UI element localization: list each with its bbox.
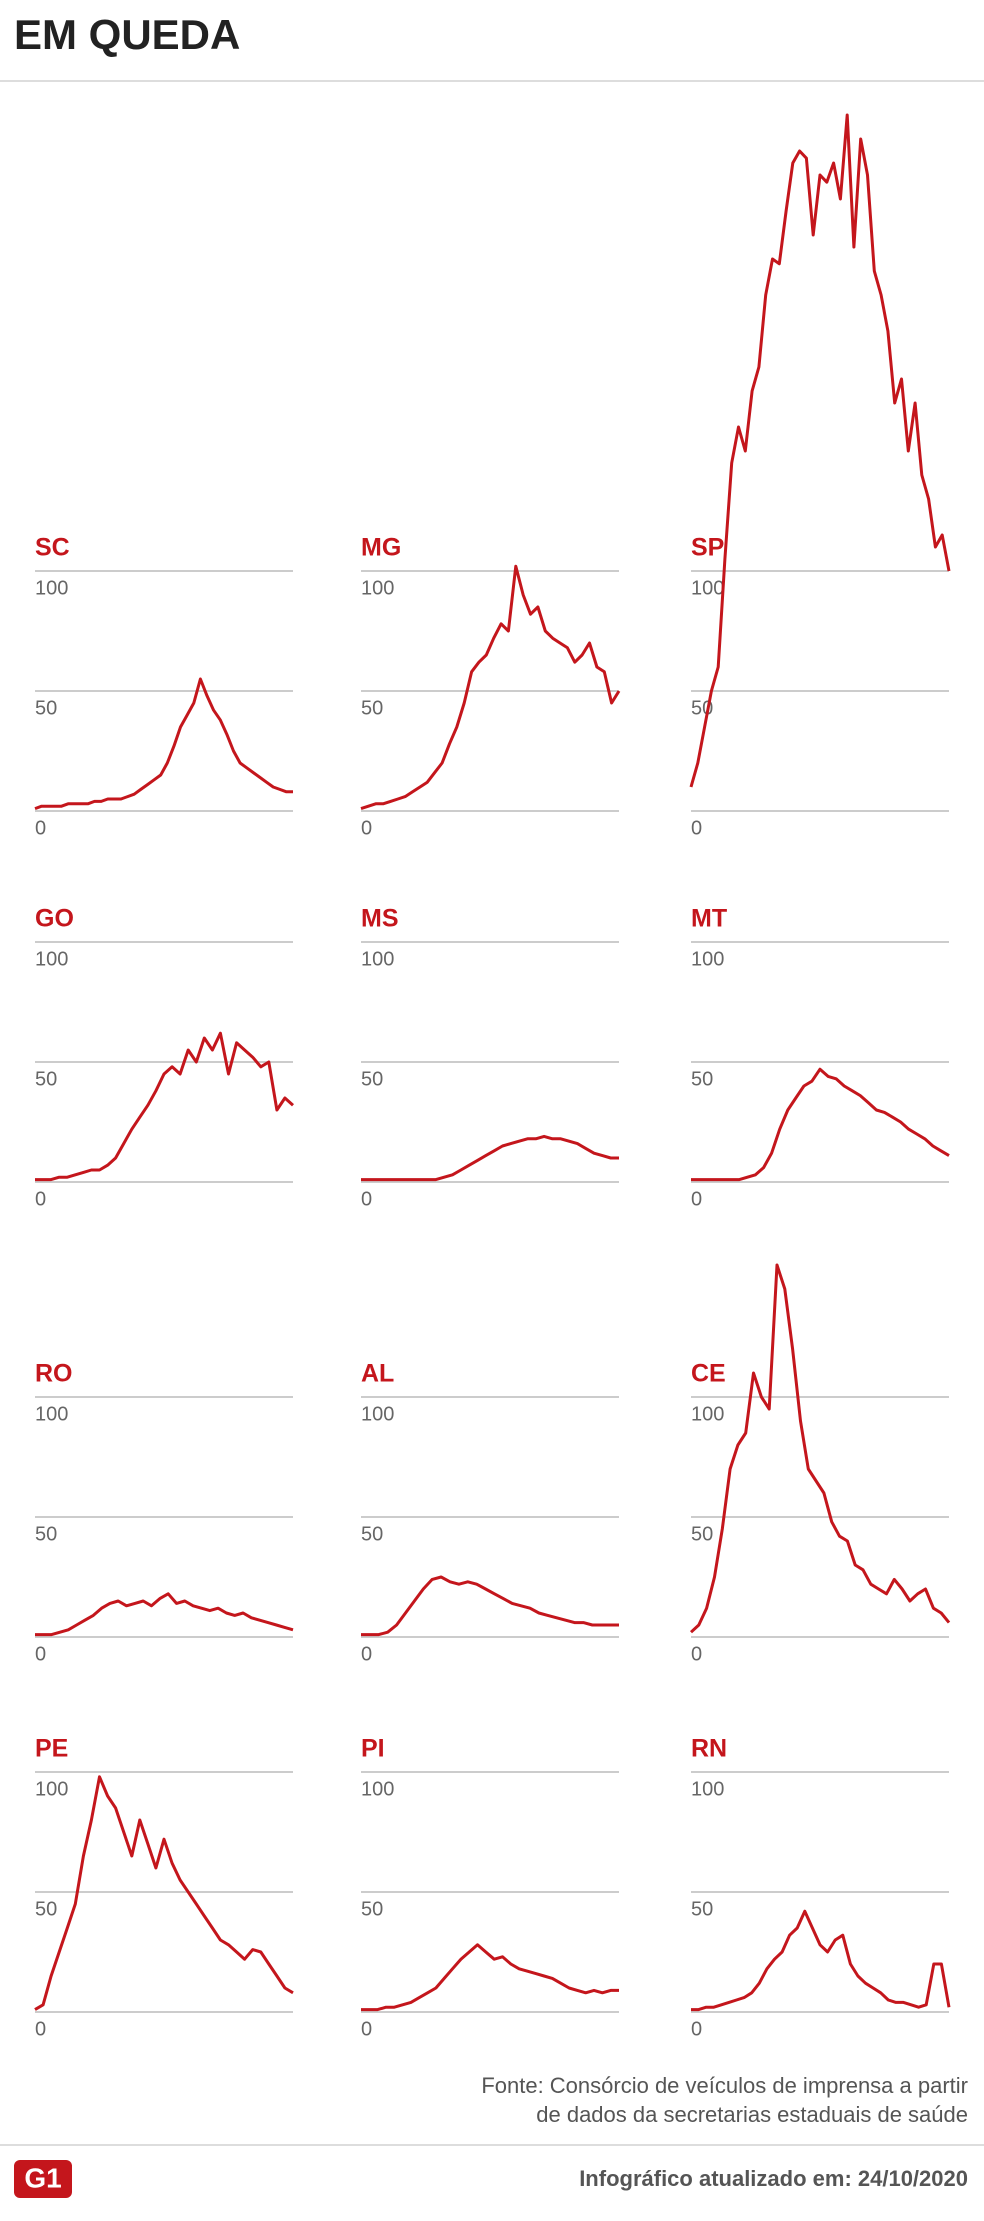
- y-tick-label: 50: [35, 1068, 57, 1090]
- state-label: CE: [691, 1360, 726, 1388]
- state-label: RN: [691, 1735, 727, 1763]
- y-tick-label: 100: [361, 1403, 394, 1425]
- state-label: PE: [35, 1735, 68, 1763]
- state-label: MG: [361, 534, 401, 562]
- y-tick-label: 50: [35, 1523, 57, 1545]
- y-tick-label: 50: [691, 1898, 713, 1920]
- state-label: PI: [361, 1735, 385, 1763]
- line: [689, 113, 951, 788]
- y-tick-label: 50: [35, 697, 57, 719]
- state-label: RO: [35, 1360, 73, 1388]
- state-label: MS: [361, 905, 399, 933]
- y-tick-label: 100: [691, 1778, 724, 1800]
- line: [689, 1263, 951, 1634]
- y-tick-label: 100: [691, 948, 724, 970]
- line: [691, 1067, 950, 1182]
- y-tick-label: 0: [35, 1188, 46, 1210]
- line: [34, 1775, 294, 2011]
- line: [361, 1575, 619, 1637]
- line: [361, 1134, 619, 1182]
- logo-box: [14, 2160, 72, 2198]
- y-tick-label: 0: [691, 817, 702, 839]
- y-tick-label: 100: [691, 1403, 724, 1425]
- y-tick-label: 0: [691, 1188, 702, 1210]
- y-tick-label: 50: [361, 697, 383, 719]
- state-label: SP: [691, 534, 724, 562]
- y-tick-label: 0: [361, 817, 372, 839]
- y-tick-label: 100: [361, 577, 394, 599]
- y-tick-label: 0: [35, 1643, 46, 1665]
- y-tick-label: 0: [361, 2018, 372, 2040]
- source-line: de dados da secretarias estaduais de saú…: [536, 2102, 968, 2127]
- state-label: SC: [35, 534, 70, 562]
- y-tick-label: 50: [691, 1068, 713, 1090]
- logo: G1: [24, 2162, 61, 2193]
- y-tick-label: 100: [691, 577, 724, 599]
- y-tick-label: 0: [691, 1643, 702, 1665]
- y-tick-label: 50: [691, 1523, 713, 1545]
- y-tick-label: 100: [35, 1778, 68, 1800]
- line: [691, 1909, 951, 2012]
- y-tick-label: 0: [361, 1643, 372, 1665]
- source-line: Fonte: Consórcio de veículos de imprensa…: [481, 2073, 968, 2098]
- state-label: GO: [35, 905, 74, 933]
- y-tick-label: 50: [361, 1523, 383, 1545]
- y-tick-label: 50: [361, 1068, 383, 1090]
- line: [360, 564, 621, 811]
- y-tick-label: 100: [361, 1778, 394, 1800]
- y-tick-label: 0: [35, 817, 46, 839]
- line: [34, 677, 293, 811]
- y-tick-label: 50: [35, 1898, 57, 1920]
- line: [35, 1031, 294, 1182]
- updated-date: Infográfico atualizado em: 24/10/2020: [579, 2166, 968, 2191]
- y-tick-label: 100: [361, 948, 394, 970]
- line: [361, 1943, 619, 2012]
- y-tick-label: 100: [35, 577, 68, 599]
- state-label: AL: [361, 1360, 394, 1388]
- y-tick-label: 0: [361, 1188, 372, 1210]
- state-label: MT: [691, 905, 727, 933]
- line: [35, 1592, 294, 1637]
- page-title: EM QUEDA: [14, 11, 240, 58]
- y-tick-label: 100: [35, 1403, 68, 1425]
- y-tick-label: 50: [361, 1898, 383, 1920]
- y-tick-label: 0: [35, 2018, 46, 2040]
- y-tick-label: 0: [691, 2018, 702, 2040]
- y-tick-label: 100: [35, 948, 68, 970]
